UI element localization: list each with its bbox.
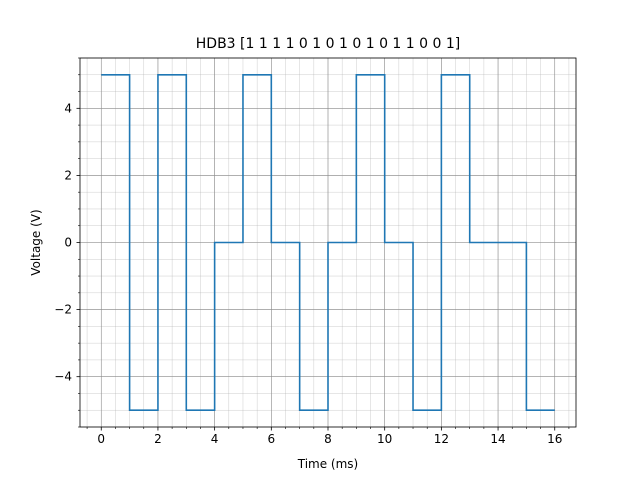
x-tick-label: 2 (154, 432, 162, 446)
x-tick-label: 12 (434, 432, 449, 446)
x-axis-label: Time (ms) (297, 457, 359, 471)
x-tick-label: 8 (324, 432, 332, 446)
x-ticks: 0 2 4 6 8 10 12 14 16 (86, 427, 570, 446)
x-tick-label: 14 (490, 432, 505, 446)
y-tick-label: 0 (64, 236, 72, 250)
y-axis-label: Voltage (V) (29, 209, 43, 275)
signal-line (101, 73, 555, 412)
x-tick-label: 4 (211, 432, 219, 446)
y-tick-label: −4 (54, 370, 72, 384)
y-tick-label: 4 (64, 101, 72, 115)
x-tick-label: 16 (547, 432, 562, 446)
x-tick-label: 0 (97, 432, 105, 446)
y-tick-label: −2 (54, 303, 72, 317)
chart-title: HDB3 [1 1 1 1 0 1 0 1 0 1 0 1 1 0 0 1] (196, 36, 460, 52)
y-tick-label: 2 (64, 168, 72, 182)
series-group (101, 73, 555, 412)
y-ticks: −4 −2 0 2 4 (54, 57, 80, 428)
x-tick-label: 10 (377, 432, 392, 446)
x-tick-label: 6 (267, 432, 275, 446)
